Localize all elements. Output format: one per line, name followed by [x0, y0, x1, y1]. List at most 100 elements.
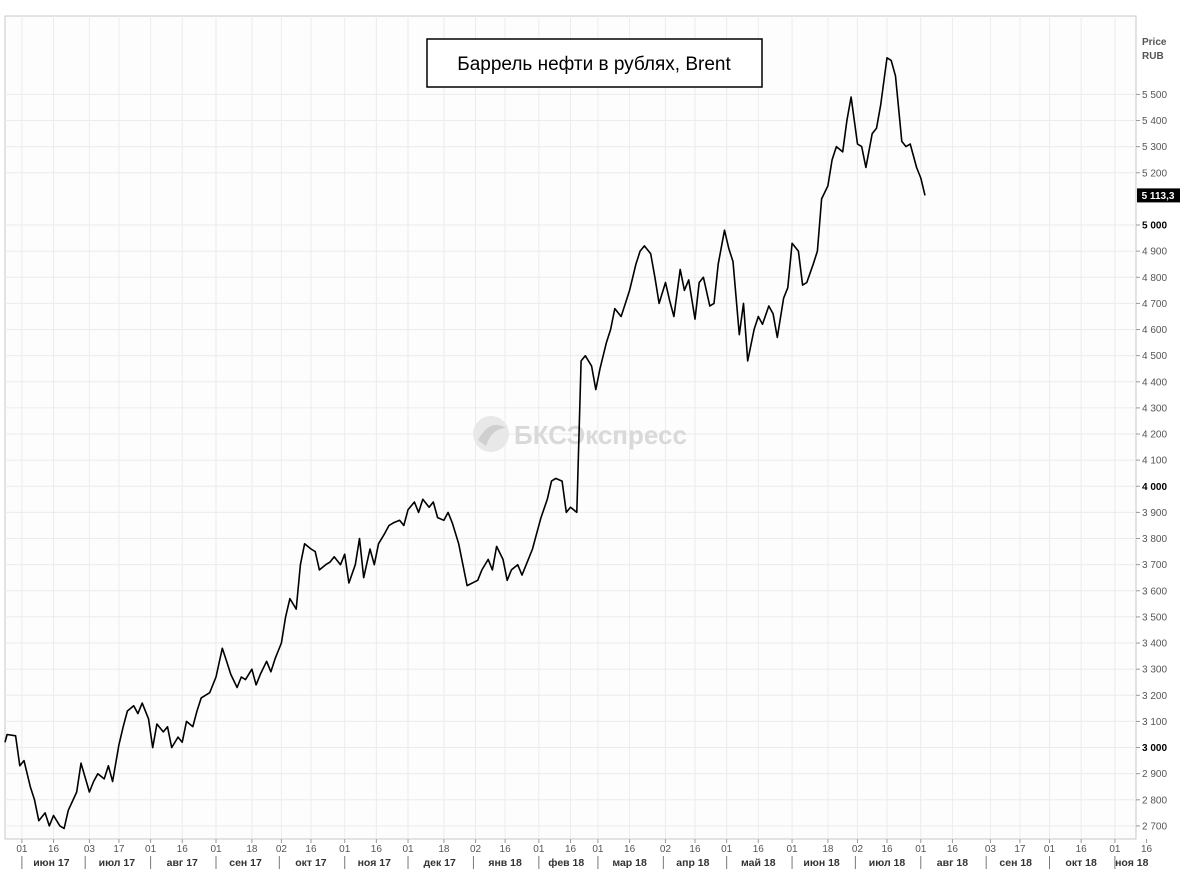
price-line	[4, 56, 926, 830]
x-day-label: 16	[371, 844, 383, 855]
x-month-label: ноя 17	[358, 857, 392, 869]
x-day-label: 01	[915, 844, 927, 855]
x-month-label: авг 17	[167, 857, 198, 869]
x-day-label: 01	[210, 844, 222, 855]
x-day-label: 01	[721, 844, 733, 855]
y-tick-label: 2 700	[1142, 821, 1167, 832]
watermark: БКСЭкспресс	[473, 416, 687, 452]
y-tick-label: 4 900	[1142, 247, 1167, 258]
y-tick-label: 4 100	[1142, 456, 1167, 467]
y-tick-label: 3 900	[1142, 508, 1167, 519]
x-day-label: 01	[1044, 844, 1056, 855]
x-day-label: 02	[276, 844, 288, 855]
y-tick-label: 3 300	[1142, 665, 1167, 676]
x-day-label: 02	[470, 844, 482, 855]
y-tick-label: 3 400	[1142, 639, 1167, 650]
x-day-label: 16	[1076, 844, 1088, 855]
x-month-label: июн 17	[33, 857, 70, 869]
y-tick-label: 3 600	[1142, 586, 1167, 597]
y-axis: 2 700 2 800 2 900 3 000 3 100 3 200 3 300 3 400…	[1136, 90, 1167, 832]
x-day-label: 17	[1014, 844, 1026, 855]
y-tick-label: 5 400	[1142, 116, 1167, 127]
x-month-label: июн 18	[803, 857, 840, 869]
y-tick-label: 3 500	[1142, 612, 1167, 623]
x-month-label: сен 17	[229, 857, 262, 869]
x-day-label: 01	[1109, 844, 1121, 855]
x-month-label: мар 18	[612, 857, 647, 869]
x-day-label: 02	[852, 844, 864, 855]
x-day-label: 01	[16, 844, 28, 855]
x-day-label: 01	[339, 844, 351, 855]
x-month-label: июл 17	[99, 857, 136, 869]
x-day-label: 01	[533, 844, 545, 855]
x-month-label: сен 18	[999, 857, 1032, 869]
x-day-label: 01	[145, 844, 157, 855]
y-tick-label: 4 300	[1142, 403, 1167, 414]
x-day-label: 18	[822, 844, 834, 855]
watermark-text: БКСЭкспресс	[514, 420, 687, 450]
x-day-label: 16	[753, 844, 765, 855]
x-month-label: окт 18	[1065, 857, 1097, 869]
y-tick-label: 4 500	[1142, 351, 1167, 362]
x-day-label: 01	[592, 844, 604, 855]
y-tick-label: 3 200	[1142, 691, 1167, 702]
bcs-logo-swirl	[478, 424, 506, 446]
y-tick-label: 5 500	[1142, 90, 1167, 101]
x-axis: 01 16 03 17 01 16 01 18 02 16 01 16 01 18 02 16 01 16 01 16…	[16, 839, 1153, 869]
x-month-label: апр 18	[676, 857, 709, 869]
y-tick-label: 2 800	[1142, 795, 1167, 806]
y-tick-label: 5 300	[1142, 142, 1167, 153]
y-tick-label: 4 400	[1142, 377, 1167, 388]
y-tick-label: 4 700	[1142, 299, 1167, 310]
y-axis-header: Price RUB	[1142, 37, 1167, 62]
x-day-label: 17	[113, 844, 125, 855]
x-day-label: 18	[438, 844, 450, 855]
y-tick-label: 2 900	[1142, 769, 1167, 780]
last-value-background	[1137, 188, 1180, 203]
title-frame	[426, 38, 763, 88]
x-month-label: май 18	[741, 857, 776, 869]
x-month-label: авг 18	[937, 857, 968, 869]
x-day-label: 16	[177, 844, 189, 855]
x-day-label: 16	[689, 844, 701, 855]
x-month-label: ноя 18	[1115, 857, 1149, 869]
x-day-label: 03	[84, 844, 96, 855]
x-day-label: 16	[624, 844, 636, 855]
x-day-label: 01	[402, 844, 414, 855]
x-day-label: 18	[246, 844, 258, 855]
y-tick-label: 3 700	[1142, 560, 1167, 571]
x-month-label: дек 17	[423, 857, 456, 869]
x-day-label: 02	[660, 844, 672, 855]
x-month-label: фев 18	[548, 857, 584, 869]
y-tick-label: 5 200	[1142, 168, 1167, 179]
y-tick-label: 4 200	[1142, 430, 1167, 441]
x-day-label: 03	[985, 844, 997, 855]
y-tick-label: 5 000	[1142, 221, 1167, 232]
x-day-label: 16	[1141, 844, 1153, 855]
grid-lines	[5, 16, 1136, 839]
last-value-label: 5 113,3	[1142, 191, 1175, 202]
chart-title-box: Баррель нефти в рублях, Brent	[426, 38, 763, 88]
y-tick-label: 4 000	[1142, 482, 1167, 493]
y-tick-label: 4 800	[1142, 273, 1167, 284]
x-month-label: июл 18	[869, 857, 906, 869]
x-day-label: 01	[786, 844, 798, 855]
last-value-badge: 5 113,3	[1137, 188, 1180, 203]
y-tick-label: 3 000	[1142, 743, 1167, 754]
y-tick-label: 3 800	[1142, 534, 1167, 545]
y-tick-label: 3 100	[1142, 717, 1167, 728]
y-axis-label-line1: Price	[1142, 37, 1167, 48]
x-day-label: 16	[48, 844, 60, 855]
y-axis-label-line2: RUB	[1142, 51, 1164, 62]
x-day-label: 16	[500, 844, 512, 855]
x-day-label: 16	[947, 844, 959, 855]
x-day-label: 16	[305, 844, 317, 855]
x-month-label: янв 18	[488, 857, 522, 869]
series-layer	[4, 56, 926, 830]
x-month-label: окт 17	[295, 857, 327, 869]
y-tick-label: 4 600	[1142, 325, 1167, 336]
x-day-label: 16	[565, 844, 577, 855]
x-day-label: 16	[881, 844, 893, 855]
chart-title: Баррель нефти в рублях, Brent	[457, 54, 731, 75]
